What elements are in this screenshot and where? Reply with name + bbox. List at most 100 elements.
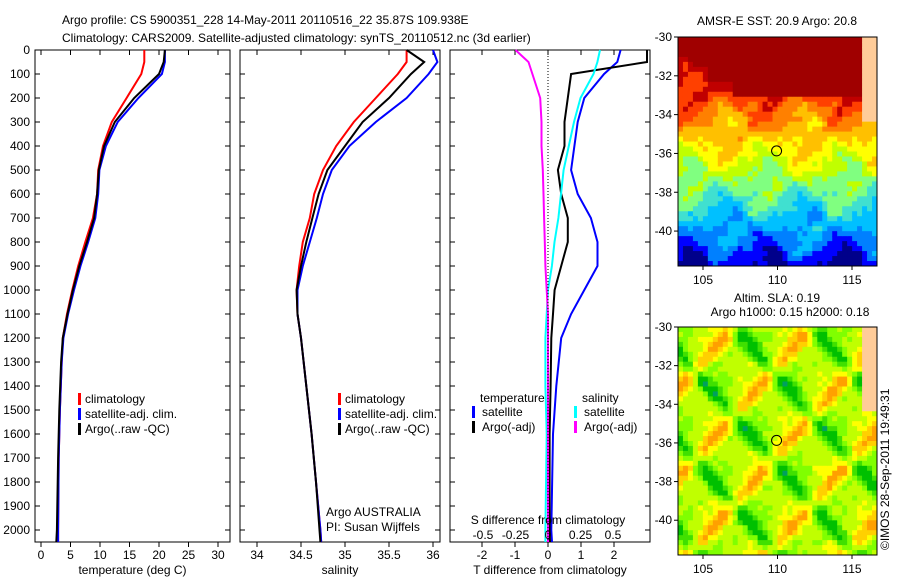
map-cell [852, 416, 858, 422]
map-cell [837, 46, 843, 53]
map-cell [742, 251, 749, 257]
map-cell [837, 181, 843, 187]
map-cell [812, 66, 818, 73]
map-cell [762, 535, 769, 541]
map-cell [702, 81, 709, 88]
map-cell [827, 106, 833, 113]
map-cell [702, 116, 709, 123]
map-cell [722, 181, 729, 187]
map-cell [867, 361, 873, 368]
map-cell [807, 376, 813, 383]
map-cell [857, 470, 863, 477]
map-cell [742, 66, 749, 73]
map-cell [827, 146, 833, 152]
map-cell [692, 41, 699, 48]
map-cell [707, 406, 714, 412]
map-cell [762, 146, 769, 152]
map-cell [867, 96, 873, 103]
map-cell [697, 71, 704, 78]
map-cell [737, 550, 744, 556]
map-cell [832, 131, 838, 138]
map-cell [852, 116, 858, 123]
map-cell [682, 455, 689, 462]
map-cell [827, 86, 833, 93]
map-cell [792, 421, 798, 427]
map-cell [678, 96, 684, 103]
map-cell [767, 515, 774, 521]
map-cell [802, 51, 808, 58]
map-cell [707, 71, 714, 78]
map-cell [737, 256, 744, 262]
map-cell [707, 56, 714, 63]
map-cell [872, 101, 878, 108]
map-cell [817, 221, 823, 227]
map-cell [767, 331, 774, 338]
map-cell [772, 525, 778, 531]
map-cell [782, 505, 788, 511]
map-cell [697, 261, 704, 267]
map-cell [742, 371, 749, 378]
map-cell [852, 475, 858, 482]
map-cell [787, 530, 793, 536]
map-cell [817, 485, 823, 492]
map-cell [682, 411, 689, 417]
map-cell [747, 231, 754, 237]
map-cell [772, 530, 778, 536]
map-cell [782, 500, 788, 506]
argo-location-marker [771, 434, 783, 446]
map-cell [782, 475, 788, 482]
map-cell [762, 37, 769, 43]
map-cell [717, 431, 724, 437]
map-cell [772, 136, 778, 143]
map-cell [802, 331, 808, 338]
map-cell [687, 445, 694, 452]
map-cell [682, 241, 689, 247]
map-cell [867, 106, 873, 113]
map-cell [867, 327, 873, 333]
map-cell [812, 181, 818, 187]
map-cell [732, 126, 739, 133]
map-cell [777, 51, 783, 58]
map-cell [752, 226, 759, 232]
map-cell [682, 46, 689, 53]
map-cell [802, 191, 808, 197]
map-cell [742, 236, 749, 242]
map-cell [742, 81, 749, 88]
map-cell [737, 131, 744, 138]
map-cell [797, 186, 803, 192]
map-cell [747, 106, 754, 113]
map-cell [847, 171, 853, 177]
map-cell [727, 450, 734, 457]
map-cell [707, 151, 714, 157]
map-cell [872, 550, 878, 556]
map-cell [822, 411, 828, 417]
map-cell [732, 431, 739, 437]
map-cell [767, 226, 774, 232]
map-cell [842, 331, 848, 338]
map-cell [862, 61, 868, 68]
x-tick-label: 20 [152, 548, 166, 562]
map-cell [807, 500, 813, 506]
map-cell [867, 61, 873, 68]
map-cell [702, 171, 709, 177]
map-cell [857, 361, 863, 368]
map-cell [847, 186, 853, 192]
map-cell [792, 327, 798, 333]
map-cell [687, 191, 694, 197]
map-cell [792, 141, 798, 148]
map-cell [737, 361, 744, 368]
map-cell [867, 46, 873, 53]
map-cell [757, 171, 764, 177]
map-cell [722, 500, 729, 506]
map-cell [762, 256, 769, 262]
map-cell [737, 211, 744, 217]
map-cell [837, 460, 843, 467]
map-cell [687, 535, 694, 541]
map-cell [802, 251, 808, 257]
map-cell [802, 550, 808, 556]
map-cell [767, 126, 774, 133]
map-cell [678, 171, 684, 177]
map-cell [732, 206, 739, 212]
map-cell [732, 485, 739, 492]
map-cell [792, 96, 798, 103]
